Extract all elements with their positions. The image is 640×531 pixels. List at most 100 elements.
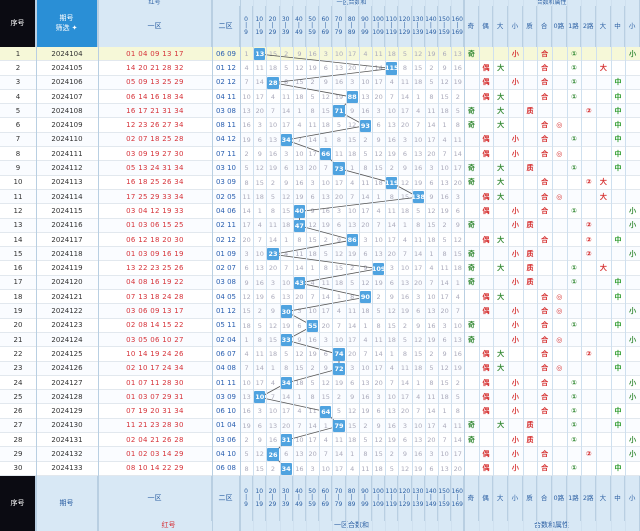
sum-range-header[interactable]: 120 | 129 <box>398 6 412 47</box>
attr-col-footer[interactable]: 奇 <box>464 476 479 521</box>
sum-cell: 8 <box>389 192 394 201</box>
sum-range-header[interactable]: 110 | 119 <box>385 476 399 521</box>
sum-range-header[interactable]: 40 | 49 <box>293 476 306 521</box>
sum-marker[interactable]: 30 <box>280 305 292 318</box>
sum-marker[interactable]: 47 <box>293 219 305 232</box>
sum-range-header[interactable]: 60 | 69 <box>319 6 333 47</box>
attr-col-header[interactable]: 2路 <box>581 6 596 47</box>
attr-col-header[interactable]: 0路 <box>552 6 567 47</box>
attr-col-header[interactable]: 小 <box>625 6 640 47</box>
sum-marker[interactable]: 31 <box>280 434 292 447</box>
sum-marker[interactable]: 13 <box>254 48 266 61</box>
footer-period[interactable]: 期号 <box>36 476 98 531</box>
attr-col-footer[interactable]: 合 <box>537 476 552 521</box>
sum-range-header[interactable]: 80 | 89 <box>346 6 359 47</box>
attr-col-header[interactable]: 小 <box>508 6 523 47</box>
sum-marker[interactable]: 88 <box>346 90 358 104</box>
sum-marker[interactable]: 55 <box>307 319 319 332</box>
sum-marker[interactable]: 33 <box>280 334 292 347</box>
sum-range-header[interactable]: 10 | 19 <box>253 476 267 521</box>
sum-range-header[interactable]: 30 | 39 <box>280 476 293 521</box>
sum-marker[interactable]: 109 <box>372 262 385 275</box>
attr-col-footer[interactable]: 1路 <box>567 476 582 521</box>
sum-range-header[interactable]: 140 | 149 <box>425 476 438 521</box>
sum-range-header[interactable]: 60 | 69 <box>319 476 333 521</box>
sum-marker[interactable]: 34 <box>280 462 292 475</box>
filter-button[interactable]: 筛选 ✦ <box>55 24 78 32</box>
sum-marker[interactable]: 86 <box>346 233 358 247</box>
sum-range-header[interactable]: 80 | 89 <box>346 476 359 521</box>
attr-col-footer[interactable]: 小 <box>508 476 523 521</box>
attr-col-footer[interactable]: 2路 <box>581 476 596 521</box>
sum-marker[interactable]: 40 <box>293 205 305 218</box>
sum-marker[interactable]: 71 <box>333 105 345 118</box>
sum-marker[interactable]: 10 <box>254 391 266 404</box>
attr-col-header[interactable]: 偶 <box>479 6 494 47</box>
sum-range-header[interactable]: 100 | 109 <box>372 476 386 521</box>
attr-col-header[interactable]: 合 <box>537 6 552 47</box>
sum-marker[interactable]: 138 <box>411 191 425 204</box>
sum-range-header[interactable]: 150 | 159 <box>438 476 452 521</box>
attr-col-header[interactable]: 大 <box>596 6 611 47</box>
attr-col-header[interactable]: 质 <box>523 6 538 47</box>
sum-range-header[interactable]: 160 | 169 <box>451 476 465 521</box>
sum-range-header[interactable]: 50 | 59 <box>306 6 320 47</box>
sum-range-header[interactable]: 130 | 139 <box>412 6 425 47</box>
attr-col-footer[interactable]: 小 <box>625 476 640 521</box>
sum-range-header[interactable]: 100 | 109 <box>372 6 386 47</box>
attr-col-footer[interactable]: 偶 <box>479 476 494 521</box>
sum-range-header[interactable]: 70 | 79 <box>332 6 346 47</box>
attr-cell <box>537 247 552 261</box>
sum-marker[interactable]: 74 <box>333 348 345 361</box>
sum-marker[interactable]: 119 <box>385 176 399 189</box>
sum-range-header[interactable]: 20 | 29 <box>266 476 280 521</box>
sum-marker[interactable]: 72 <box>333 362 345 375</box>
attr-cell <box>625 290 640 304</box>
sum-range-header[interactable]: 20 | 29 <box>266 6 280 47</box>
header-period[interactable]: 期号 筛选 ✦ <box>36 0 98 47</box>
attr-col-header[interactable]: 大 <box>493 6 508 47</box>
sum-marker[interactable]: 28 <box>267 76 279 89</box>
sum-range-header[interactable]: 110 | 119 <box>385 6 399 47</box>
attr-col-footer[interactable]: 质 <box>523 476 538 521</box>
sum-marker[interactable]: 66 <box>320 148 332 161</box>
attr-col-header[interactable]: 奇 <box>464 6 479 47</box>
sum-marker[interactable]: 34 <box>280 133 292 147</box>
table-row[interactable]: 26 2024129 07 19 20 31 34 06 10 16 3 10 17 4 11 5 1… <box>0 404 640 419</box>
sum-marker[interactable]: 34 <box>280 376 292 390</box>
footer-index[interactable]: 序号 <box>0 476 36 531</box>
sum-range-header[interactable]: 90 | 99 <box>359 476 372 521</box>
sum-marker[interactable]: 73 <box>333 162 345 175</box>
attr-col-footer[interactable]: 0路 <box>552 476 567 521</box>
sum-marker[interactable]: 64 <box>320 405 332 418</box>
attr-col-footer[interactable]: 大 <box>596 476 611 521</box>
sum-range-header[interactable]: 40 | 49 <box>293 6 306 47</box>
sum-marker[interactable]: 26 <box>267 448 279 461</box>
sum-range-header[interactable]: 140 | 149 <box>425 6 438 47</box>
sum-marker[interactable]: 90 <box>359 291 371 304</box>
sum-range-header[interactable]: 160 | 169 <box>451 6 465 47</box>
sum-range-header[interactable]: 150 | 159 <box>438 6 452 47</box>
sum-range-header[interactable]: 10 | 19 <box>253 6 267 47</box>
sum-range-header[interactable]: 90 | 99 <box>359 6 372 47</box>
attr-col-footer[interactable]: 中 <box>611 476 626 521</box>
header-index[interactable]: 序号 <box>0 0 36 47</box>
sum-marker[interactable]: 23 <box>267 248 279 261</box>
sum-range-header[interactable]: 30 | 39 <box>280 6 293 47</box>
sum-cell: 20 <box>348 350 357 359</box>
attr-col-header[interactable]: 中 <box>611 6 626 47</box>
sum-marker[interactable]: 93 <box>359 119 371 132</box>
attr-cell <box>567 219 582 233</box>
sum-range-header[interactable]: 0 | 9 <box>240 6 254 47</box>
sum-range-header[interactable]: 0 | 9 <box>240 476 254 521</box>
sum-marker[interactable]: 115 <box>385 62 399 75</box>
sum-range-header[interactable]: 120 | 129 <box>398 476 412 521</box>
attr-col-footer[interactable]: 大 <box>493 476 508 521</box>
attr-col-header[interactable]: 1路 <box>567 6 582 47</box>
sum-range-header[interactable]: 130 | 139 <box>412 476 425 521</box>
sum-range-header[interactable]: 50 | 59 <box>306 476 320 521</box>
sum-range-header[interactable]: 70 | 79 <box>332 476 346 521</box>
sum-marker[interactable]: 79 <box>333 419 345 433</box>
table-row[interactable]: 8 2024111 03 09 19 27 30 07 11 2 9 16 3 10 17 11 18… <box>0 147 640 162</box>
sum-marker[interactable]: 43 <box>293 276 305 290</box>
